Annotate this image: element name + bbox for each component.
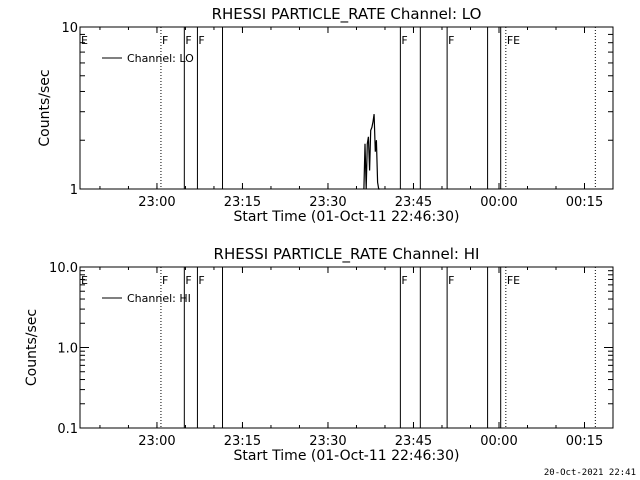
panel-2-legend-label: Channel: HI (127, 292, 191, 305)
panel-1-flag-label-0: E (81, 34, 88, 47)
panel-2-x-tick-label-5: 00:15 (566, 434, 603, 449)
panel-1-x-tick-label-3: 23:45 (395, 195, 432, 210)
panel-2-x-tick-label-1: 23:15 (224, 434, 261, 449)
panel-2-x-tick-label-3: 23:45 (395, 434, 432, 449)
panel-1-chart-title: RHESSI PARTICLE_RATE Channel: LO (212, 5, 482, 24)
panel-2-chart-title: RHESSI PARTICLE_RATE Channel: HI (214, 245, 480, 264)
panel-1-flag-label-2: F (185, 34, 191, 47)
panel-1-flag-label-7: F (448, 34, 454, 47)
panel-1-x-tick-label-0: 23:00 (138, 195, 175, 210)
panel-1-x-tick-label-5: 00:15 (566, 195, 603, 210)
panel-1-x-tick-label-1: 23:15 (224, 195, 261, 210)
panel-1-flag-label-10: FE (507, 34, 520, 47)
panel-2-x-axis-title: Start Time (01-Oct-11 22:46:30) (234, 448, 460, 464)
panel-2-x-tick-label-0: 23:00 (138, 434, 175, 449)
panel-1-flag-label-1: F (162, 34, 168, 47)
panel-1-flag-label-5: F (401, 34, 407, 47)
panel-2-y-axis-title: Counts/sec (24, 309, 40, 386)
panel-1-x-axis-title: Start Time (01-Oct-11 22:46:30) (234, 209, 460, 225)
panel-1-y-tick-label-1: 1 (70, 183, 78, 198)
panel-1-x-tick-label-4: 00:00 (480, 195, 517, 210)
panel-2-flag-label-10: FE (507, 274, 520, 287)
panel-2-y-tick-label-0: 10.0 (49, 261, 78, 276)
panel-2-flag-label-2: F (185, 274, 191, 287)
panel-2-flag-label-3: F (198, 274, 204, 287)
panel-1-y-tick-label-0: 10 (61, 21, 78, 36)
panel-2-x-tick-label-4: 00:00 (480, 434, 517, 449)
panel-2-flag-label-1: F (162, 274, 168, 287)
footer-timestamp: 20-Oct-2021 22:41 (543, 468, 636, 478)
panel-1-x-tick-label-2: 23:30 (309, 195, 346, 210)
panel-1-series-line-0 (363, 114, 380, 190)
panel-2-flag-label-7: F (448, 274, 454, 287)
panel-2-y-tick-label-1: 1.0 (57, 342, 78, 357)
panel-1-legend-label: Channel: LO (127, 52, 194, 65)
panel-2-y-tick-label-2: 0.1 (57, 422, 78, 437)
panel-2-x-tick-label-2: 23:30 (309, 434, 346, 449)
panel-2-flag-label-0: E (81, 274, 88, 287)
panel-1-flag-label-3: F (198, 34, 204, 47)
panel-2-flag-label-5: F (401, 274, 407, 287)
panel-1-y-axis-title: Counts/sec (37, 69, 53, 146)
